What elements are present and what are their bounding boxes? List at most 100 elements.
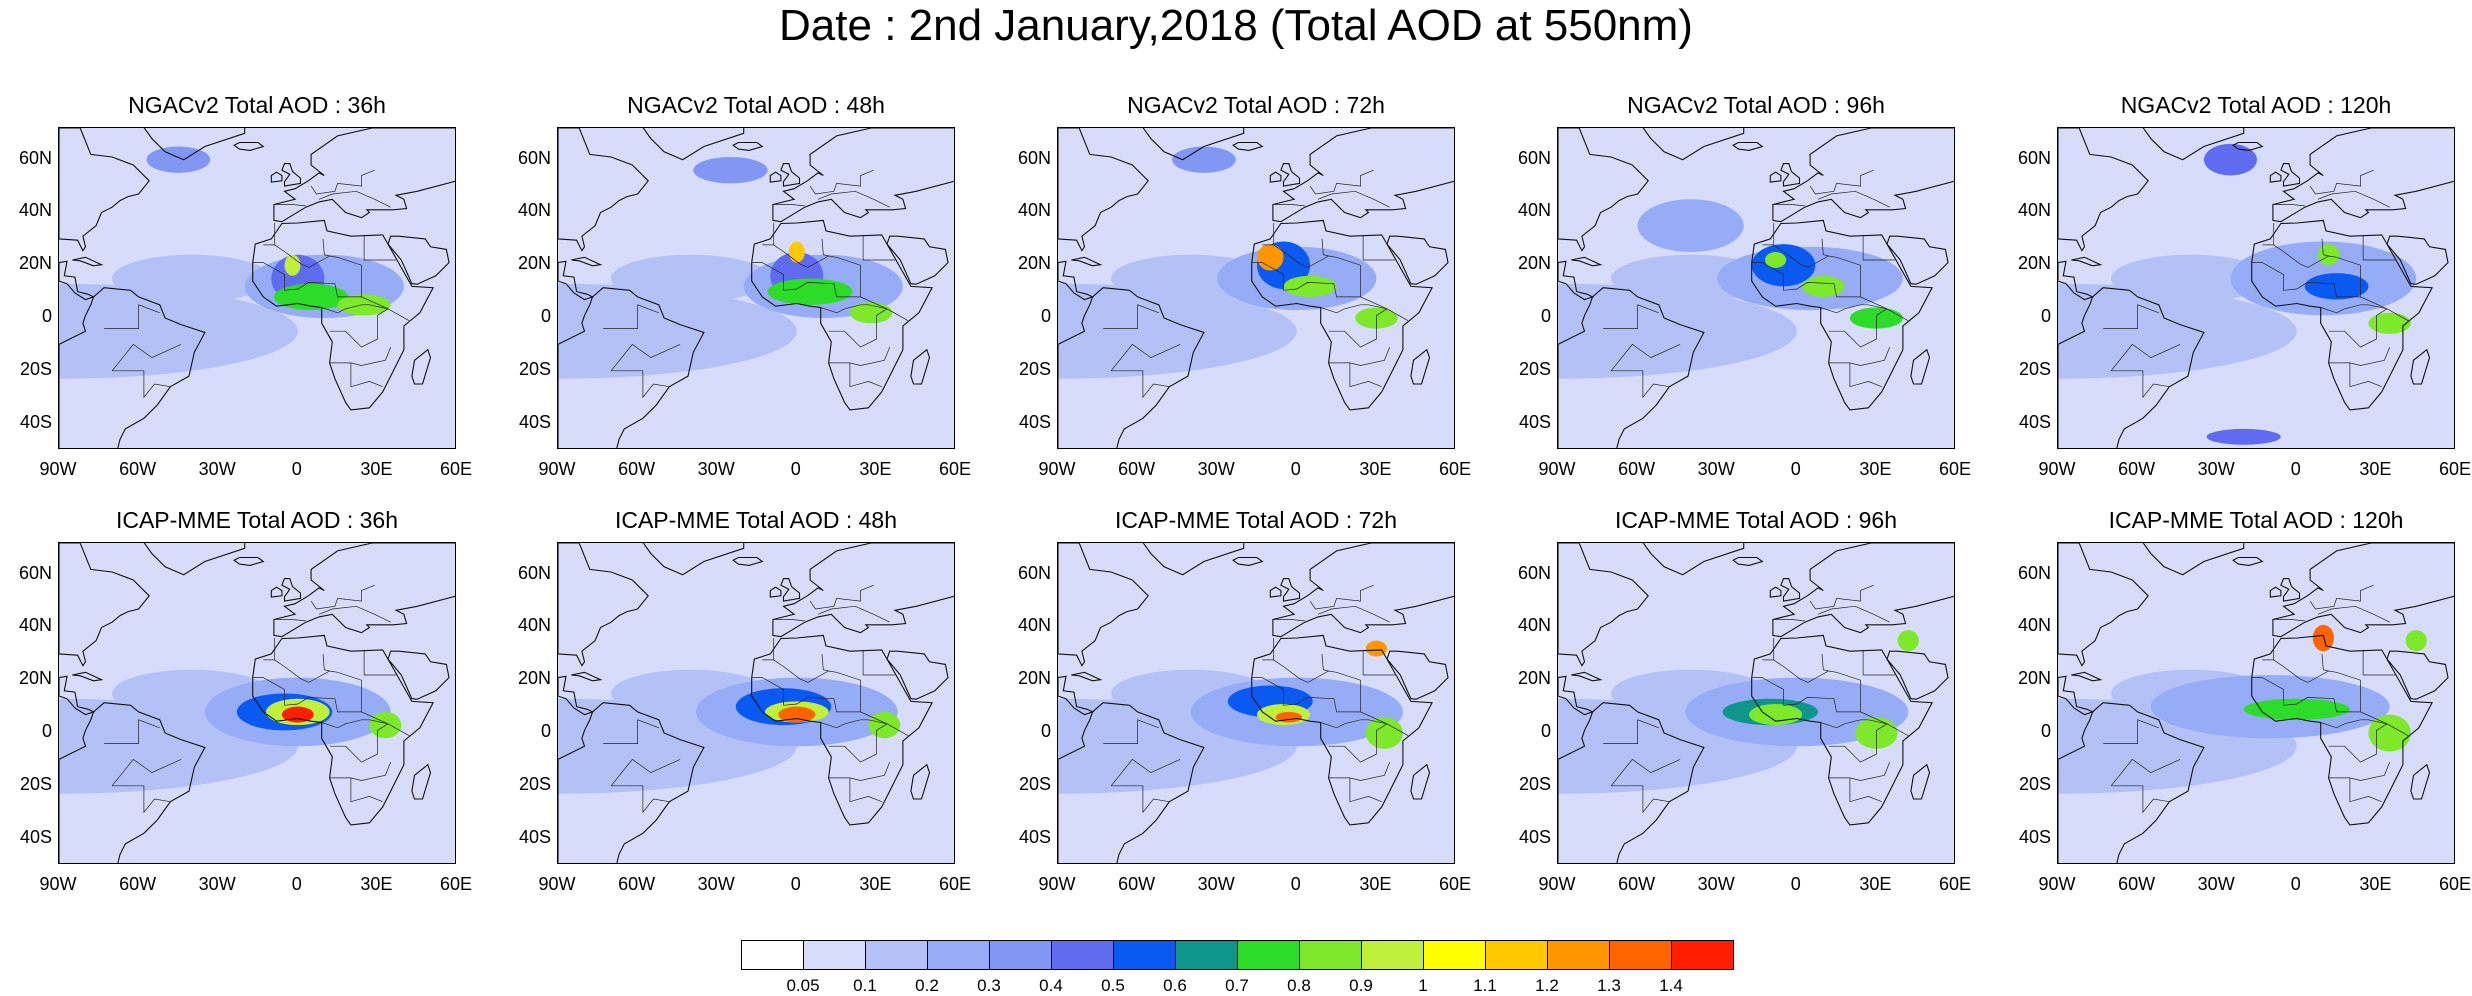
coastline-greenland [143, 128, 246, 161]
country-border [1103, 304, 1159, 329]
colorbar-label: 1.4 [1659, 976, 1683, 995]
coastline-namerica [558, 543, 649, 667]
country-border [821, 653, 829, 672]
coastline-namerica [2058, 128, 2149, 252]
lon-tick-label: 30E [859, 459, 892, 479]
country-border [2273, 244, 2361, 297]
country-border [1762, 638, 1775, 661]
lat-tick-label: 20N [2017, 668, 2051, 689]
coastline-iceland [1232, 556, 1264, 566]
country-border [1849, 362, 1882, 388]
lon-tick-label: 90W [1538, 874, 1576, 894]
aod-field-contour [59, 283, 298, 379]
country-border [772, 204, 805, 207]
coastline-samerica [558, 287, 705, 448]
coastline-ireland [1269, 586, 1282, 598]
country-border [310, 584, 375, 610]
coastline-samerica [59, 287, 206, 448]
coastline-ireland [270, 171, 283, 183]
lon-tick-label: 0 [1790, 459, 1801, 479]
lat-tick-label: 0 [2040, 721, 2051, 742]
coastline-camerica [2058, 675, 2094, 716]
lat-tick-label: 40N [1017, 200, 1051, 221]
country-border [809, 584, 874, 610]
lon-tick-label: 60W [119, 874, 157, 894]
country-border [1817, 190, 1890, 208]
lat-tick-label: 20N [1017, 668, 1051, 689]
coastline-namerica [1558, 543, 1649, 667]
country-border [1751, 677, 1888, 725]
aod-map-panel [2057, 127, 2455, 449]
lat-tick-label: 0 [1040, 721, 1051, 742]
lat-tick-label: 20N [1017, 253, 1051, 274]
lat-tick-label: 40S [2018, 826, 2051, 847]
country-border [252, 262, 389, 310]
country-border [762, 638, 775, 661]
country-border [1362, 649, 1395, 676]
aod-map-svg [1058, 543, 1454, 863]
coastline-ireland [1269, 171, 1282, 183]
coastline-madagascar [1910, 348, 1931, 385]
country-border [610, 758, 681, 787]
colorbar-label: 0.1 [853, 976, 877, 995]
lat-tick-label: 0 [1540, 721, 1551, 742]
aod-field-contour [611, 254, 771, 303]
coastline-iceland [233, 556, 265, 566]
coastline-madagascar [1910, 763, 1931, 800]
coastline-africa [1751, 219, 1933, 411]
lon-tick-label: 90W [2038, 459, 2076, 479]
country-border [1103, 719, 1159, 744]
coastline-ireland [2269, 171, 2282, 183]
lat-tick-label: 40S [1518, 411, 1551, 432]
aod-map-svg [1058, 128, 1454, 448]
country-border [2328, 308, 2388, 348]
aod-field-contour [637, 817, 954, 860]
aod-map-panel [1057, 542, 1455, 864]
lat-tick-label: 0 [1040, 306, 1051, 327]
coastline-africa [751, 219, 933, 411]
lon-tick-label: 60E [439, 874, 473, 894]
coastline-europe [1772, 543, 1954, 638]
coastline-iceland [233, 141, 265, 151]
country-border [1828, 346, 1891, 366]
coastline-iceland [2232, 556, 2264, 566]
country-border [828, 308, 888, 348]
lon-tick-label: 30W [198, 459, 236, 479]
lat-tick-label: 60N [517, 147, 551, 168]
lon-tick-label: 90W [1038, 459, 1076, 479]
country-border [2320, 304, 2409, 322]
lon-tick-label: 0 [790, 874, 801, 894]
country-border [1111, 785, 1170, 814]
aod-field-contour [112, 254, 272, 303]
coastline-camerica [2058, 260, 2094, 301]
country-border [611, 785, 670, 814]
panel-title: ICAP-MME Total AOD : 48h [614, 507, 898, 533]
aod-field-contour [1150, 556, 1390, 620]
country-border [363, 649, 396, 676]
lat-tick-label: 40S [19, 826, 52, 847]
aod-field-contour [284, 254, 301, 276]
aod-field-contour [2150, 141, 2390, 205]
colorbar-swatch [1051, 940, 1114, 970]
country-border [2110, 758, 2181, 787]
lon-tick-label: 30W [1197, 459, 1235, 479]
country-border [1262, 638, 1275, 661]
coastline-madagascar [1410, 348, 1431, 385]
coastline-samerica [558, 702, 705, 863]
lat-tick-label: 40S [518, 411, 551, 432]
lat-tick-label: 40N [2017, 615, 2051, 636]
coastline-namerica [1058, 543, 1149, 667]
country-border [1849, 777, 1882, 803]
coastline-greenland [1142, 128, 1245, 161]
aod-map-svg [2058, 543, 2454, 863]
aod-field-contour [2312, 624, 2334, 652]
colorbar-label: 0.7 [1225, 976, 1249, 995]
lat-tick-label: 20S [19, 773, 52, 794]
lon-tick-label: 30E [1859, 874, 1892, 894]
lat-tick-label: 20S [518, 358, 551, 379]
panel-title: NGACv2 Total AOD : 48h [627, 92, 885, 118]
country-border [1321, 238, 1329, 257]
country-border [263, 638, 276, 661]
aod-map-svg [1558, 128, 1954, 448]
lat-tick-label: 20S [1518, 773, 1551, 794]
